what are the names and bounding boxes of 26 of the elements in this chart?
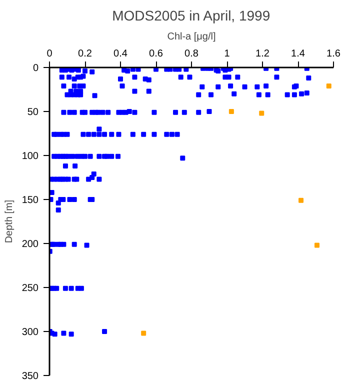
point — [228, 109, 234, 114]
y-tick-label: 250 — [22, 283, 39, 294]
x-tick-label: 0.4 — [114, 48, 128, 60]
y-tick-label: 100 — [22, 151, 39, 162]
x-tick-label: 0.2 — [78, 48, 92, 60]
y-tick-label: 150 — [22, 195, 39, 206]
point — [141, 330, 146, 336]
y-tick-label: 300 — [22, 327, 39, 338]
x-tick-label: 0.6 — [149, 48, 164, 60]
point — [314, 242, 320, 248]
chart-title: MODS2005 in April, 1999 — [112, 8, 270, 24]
y-tick-label: 50 — [27, 107, 39, 118]
y-tick-label: 200 — [22, 239, 39, 250]
x-tick-label: 1.4 — [291, 48, 306, 60]
point — [259, 110, 264, 116]
x-tick-label: 0.8 — [184, 48, 199, 60]
y-tick-label: 0 — [32, 63, 39, 74]
x-tick-label: 1.6 — [326, 48, 341, 60]
y-axis-title: Depth [m] — [4, 200, 15, 244]
x-axis-title: Chl-a [μg/l] — [167, 32, 216, 42]
x-tick-label: 0 — [46, 48, 53, 60]
point — [326, 83, 332, 88]
y-tick-label: 350 — [22, 371, 39, 382]
x-tick-label: 1.2 — [256, 48, 270, 60]
point — [298, 198, 304, 203]
x-tick-label: 1 — [224, 48, 230, 60]
